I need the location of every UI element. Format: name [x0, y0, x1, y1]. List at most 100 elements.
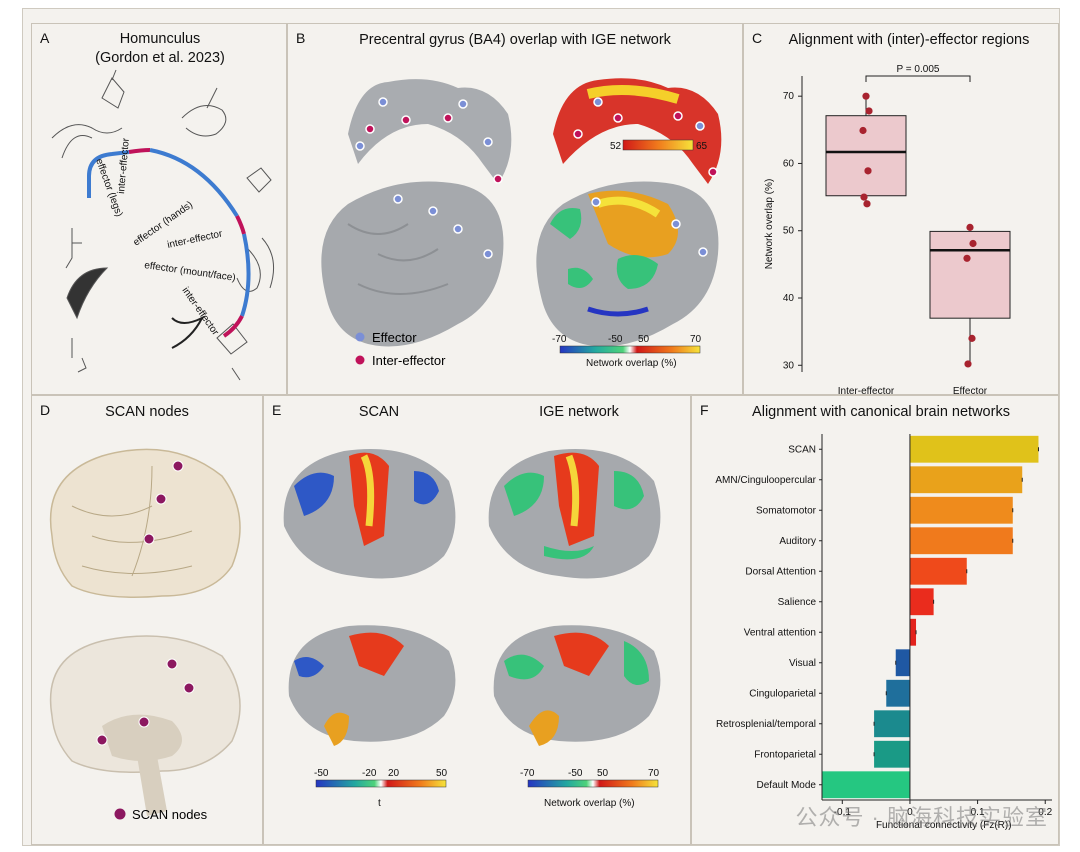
x-tick-label: -0.1: [834, 807, 852, 818]
cbar-label: Network overlap (%): [586, 358, 677, 369]
legend-effector-dot: [355, 332, 365, 342]
legend-inter-dot: [355, 355, 365, 365]
data-point: [864, 167, 872, 175]
cbar2-tick-0: -70: [520, 768, 535, 779]
x-tick-label: 0.1: [971, 807, 985, 818]
inset-scale-bar: [622, 139, 694, 151]
y-tick-label: 40: [783, 293, 795, 304]
bar: [909, 496, 1013, 524]
homunculus-sketches: [51, 69, 275, 381]
data-point: [859, 126, 867, 135]
panel-f-title: Alignment with canonical brain networks: [752, 404, 1010, 420]
legend-scan: SCAN nodes: [132, 807, 208, 822]
homunculus-diagram: effector (legs) inter-effector effector …: [51, 69, 275, 381]
panel-f-label: F: [700, 402, 709, 418]
panel-c-title: Alignment with (inter)-effector regions: [788, 32, 1030, 48]
bar: [909, 435, 1039, 463]
cbar2-tick-1: -50: [568, 768, 583, 779]
figure: A Homunculus (Gordon et al. 2023): [22, 8, 1060, 846]
data-point: [968, 334, 976, 342]
arc-inter-3: [222, 315, 244, 338]
panel-a-label: A: [40, 30, 50, 46]
arc-inter-1: [128, 148, 151, 154]
legend-inter: Inter-effector: [372, 353, 446, 368]
arc-label-inter-2: inter-effector: [166, 228, 224, 251]
bar: [909, 466, 1023, 494]
overlap-colorbar-e: [527, 779, 659, 788]
bar: [895, 649, 910, 677]
scan-nodes: [96, 460, 195, 746]
bar-label: Salience: [778, 597, 817, 608]
panel-a-subtitle: (Gordon et al. 2023): [95, 50, 225, 66]
arc-label-inter-3: inter-effector: [180, 285, 221, 338]
x-axis-label: Functional connectivity (Fz(R)): [876, 820, 1012, 831]
legend-scan-dot: [114, 808, 126, 820]
data-point: [863, 200, 871, 208]
effector-nodes: [355, 97, 708, 259]
arc-label-face: effector (mount/face): [144, 260, 237, 284]
panel-d-title: SCAN nodes: [105, 404, 189, 420]
data-point: [862, 92, 870, 100]
inset-scale-max: 65: [696, 141, 708, 152]
panel-a-title: Homunculus: [119, 31, 201, 47]
cbar2-label: Network overlap (%): [544, 798, 635, 809]
cbar2-tick-3: 70: [648, 768, 660, 779]
data-point: [963, 254, 971, 262]
box: [929, 230, 1011, 319]
arc-face: [240, 233, 251, 317]
panel-b-graphic: 52 65: [321, 78, 722, 369]
panel-b: B Precentral gyrus (BA4) overlap with IG…: [287, 23, 743, 395]
panel-b-label: B: [296, 30, 306, 46]
panel-b-title: Precentral gyrus (BA4) overlap with IGE …: [359, 32, 671, 48]
significance-bracket: [865, 75, 971, 82]
inter-effector-nodes: [365, 111, 718, 184]
inset-scale-min: 52: [610, 141, 622, 152]
bar-label: AMN/Cinguloopercular: [715, 475, 816, 486]
data-point: [969, 239, 977, 248]
panel-d: D SCAN nodes SCAN nodes: [31, 395, 263, 845]
bar-label: Cinguloparietal: [749, 688, 816, 699]
x-tick-label: 0.2: [1038, 807, 1052, 818]
cbar1-label: t: [378, 798, 381, 809]
boxplot-chart: 30 40 50 60 70 Network overlap (%) Inter-effec…: [764, 64, 1011, 396]
cbar2-tick-2: 50: [597, 768, 609, 779]
p-value: P = 0.005: [897, 64, 940, 75]
panel-a-title-block: Homunculus (Gordon et al. 2023): [32, 30, 288, 68]
x-tick-label: Effector: [953, 386, 988, 396]
cbar-tick-1: -50: [608, 334, 623, 345]
data-point: [966, 223, 974, 231]
bar-label: SCAN: [788, 444, 816, 455]
bar: [909, 527, 1013, 555]
bar: [909, 618, 917, 646]
legend-effector: Effector: [372, 330, 417, 345]
brain-scan-medial: [288, 625, 456, 742]
cbar1-tick-0: -50: [314, 768, 329, 779]
panel-e-title-left: SCAN: [358, 404, 400, 420]
gyrus-strip-left: [348, 79, 512, 184]
brain-lateral-mesh: [49, 448, 241, 598]
panel-e-graphic: -50 -20 20 50 t -70 -50 50 70 Network ov…: [283, 449, 661, 809]
t-colorbar: [315, 779, 447, 788]
bar-label: Ventral attention: [744, 627, 816, 638]
data-point: [964, 360, 972, 368]
y-axis-label: Network overlap (%): [764, 179, 775, 270]
panel-c-label: C: [752, 30, 763, 46]
bar-label: Retrosplenial/temporal: [716, 719, 816, 730]
bar-label: Dorsal Attention: [745, 566, 816, 577]
y-tick-label: 70: [783, 91, 795, 102]
cbar1-tick-2: 20: [388, 768, 400, 779]
panel-e-title-right: IGE network: [539, 404, 619, 420]
cbar-tick-3: 70: [690, 334, 702, 345]
bar: [909, 588, 934, 616]
bar: [886, 679, 910, 707]
bar-label: Auditory: [779, 536, 816, 547]
cbar-tick-0: -70: [552, 334, 567, 345]
bar-chart: SCAN AMN/Cinguloopercular Somatomotor Audit…: [715, 434, 1053, 831]
cbar-tick-2: 50: [638, 334, 650, 345]
panel-a: A Homunculus (Gordon et al. 2023): [31, 23, 287, 395]
x-tick-label: 0: [907, 807, 913, 818]
y-tick-label: 30: [783, 360, 795, 371]
bar: [874, 740, 910, 768]
data-point: [865, 107, 873, 115]
panel-d-graphic: SCAN nodes: [49, 448, 241, 822]
